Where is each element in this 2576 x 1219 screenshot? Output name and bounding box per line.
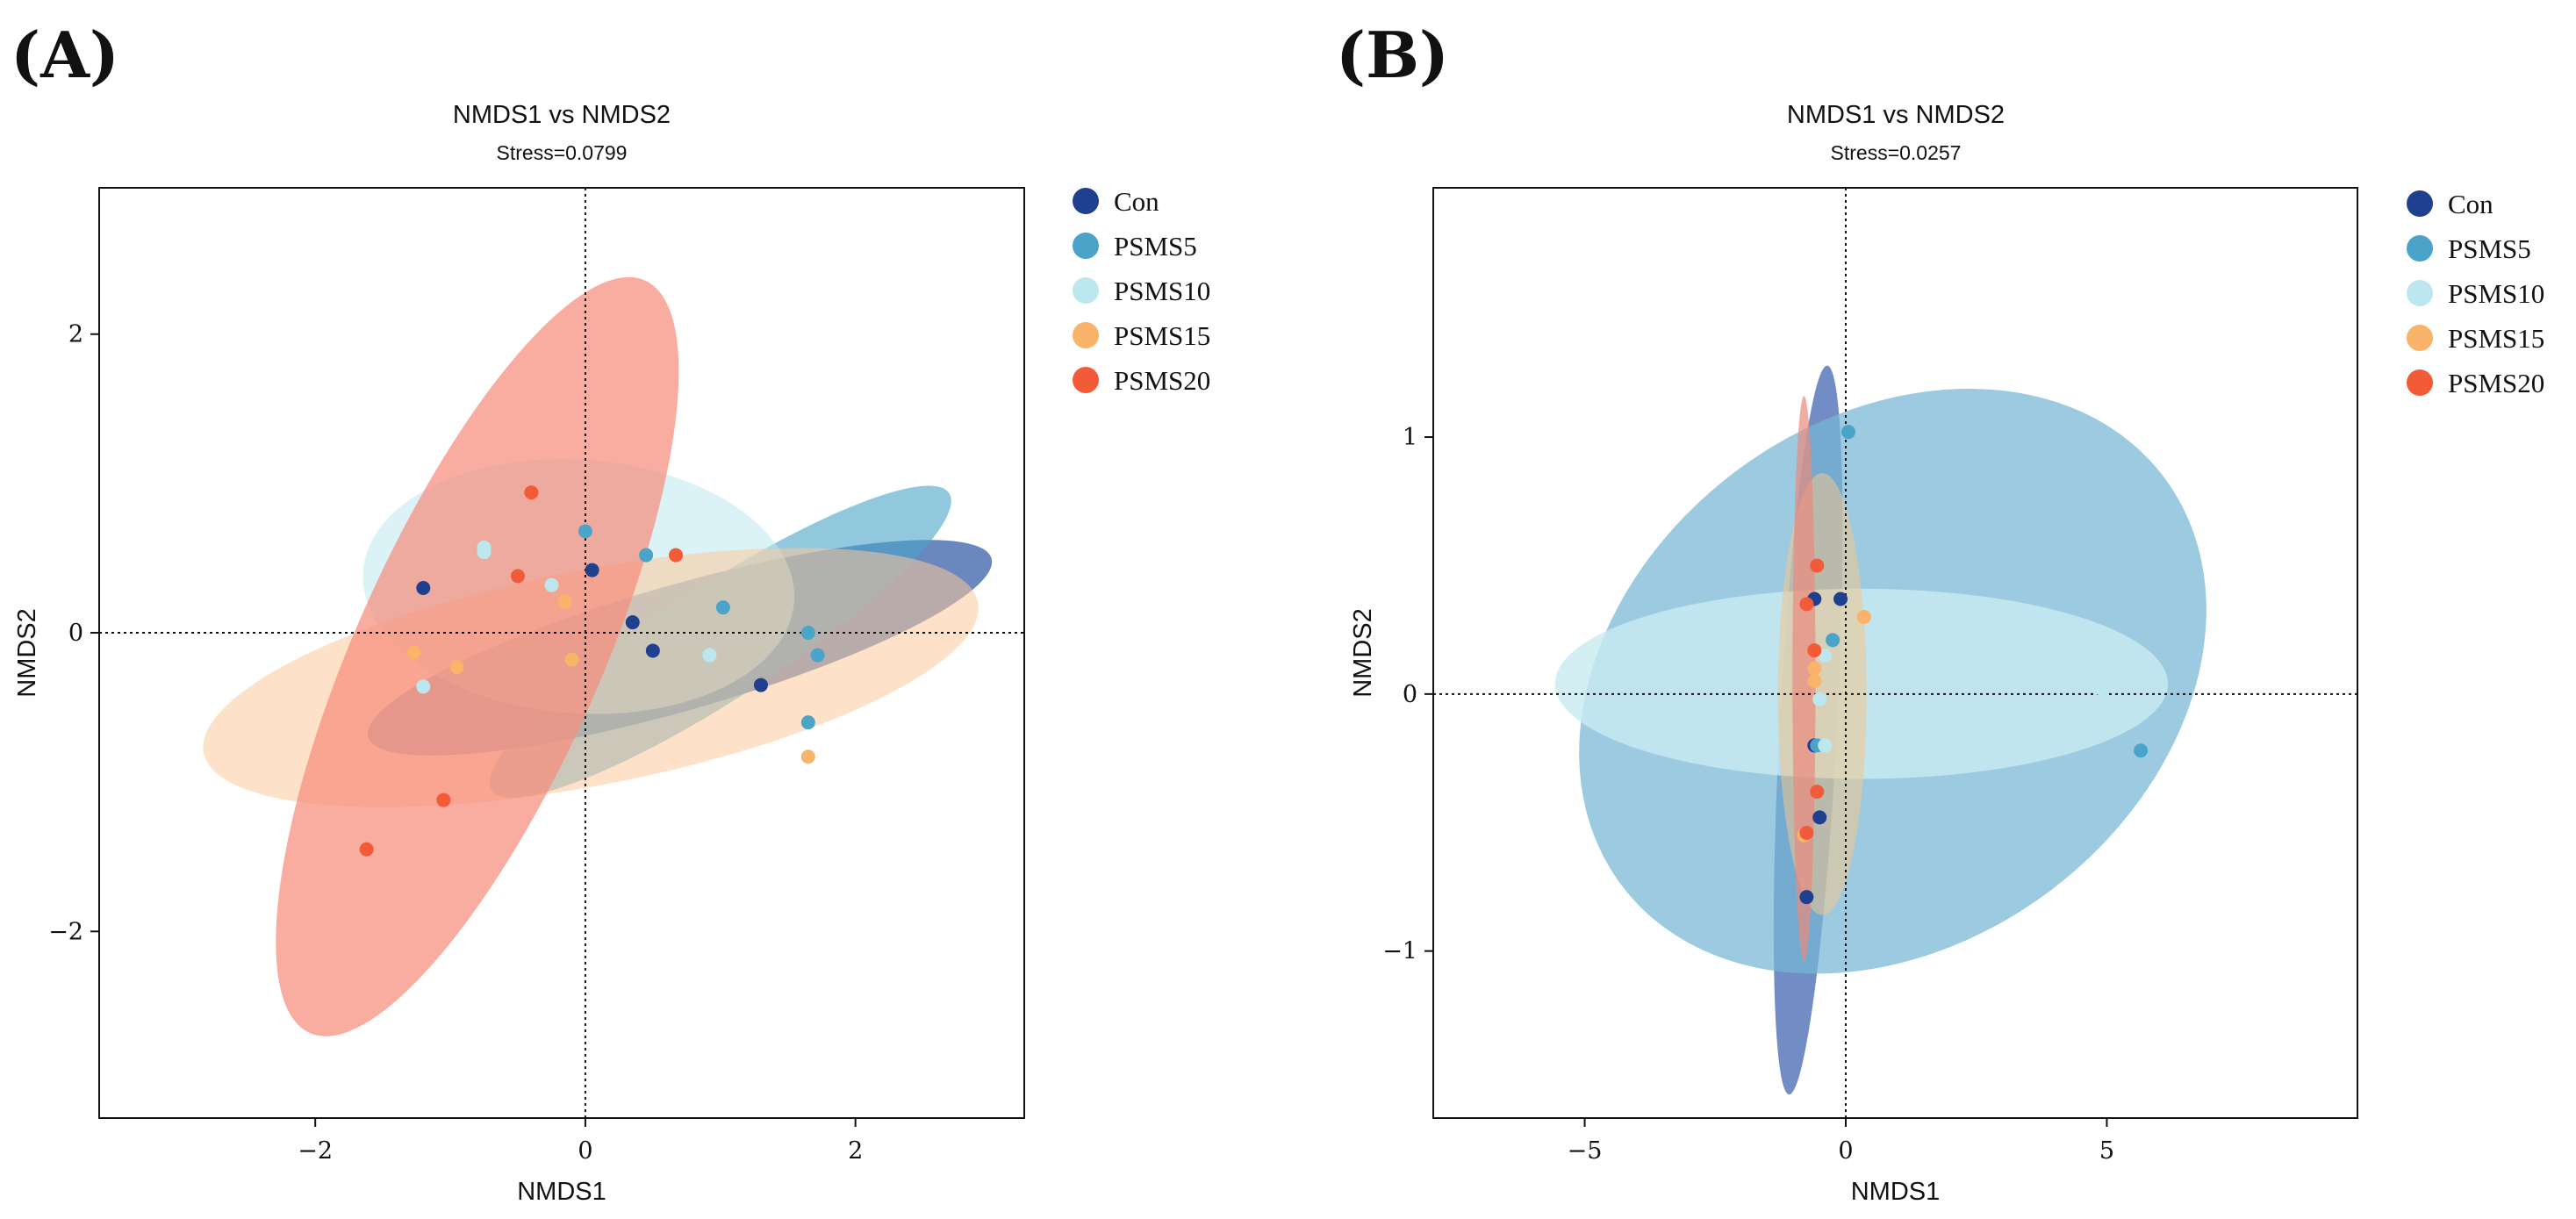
- stress-label: Stress=0.0799: [497, 141, 628, 164]
- x-axis-label: NMDS1: [517, 1178, 606, 1206]
- point-psms20: [510, 569, 525, 584]
- point-psms10: [477, 545, 492, 560]
- x-tick-label: 5: [2099, 1137, 2114, 1165]
- legend-marker-con: [2407, 190, 2433, 217]
- legend-marker-psms20: [2407, 369, 2433, 396]
- point-psms10: [416, 679, 431, 694]
- nmds-panel-a: NMDS1 vs NMDS2 Stress=0.0799 −2 0 2 −2 0 2 NMDS1…: [13, 101, 1210, 1206]
- point-psms15: [406, 645, 421, 660]
- legend-marker-psms15: [1073, 322, 1099, 348]
- y-tick-label: 0: [1403, 681, 1417, 708]
- point-psms10: [1818, 738, 1833, 753]
- nmds-panel-b: NMDS1 vs NMDS2 Stress=0.0257 −5 0 5 −1 0 1 NMDS1…: [1349, 101, 2544, 1206]
- chart-title: NMDS1 vs NMDS2: [1787, 101, 2005, 129]
- point-psms15: [564, 652, 579, 667]
- panel-label-b: (B): [1336, 18, 1449, 92]
- point-con: [1833, 592, 1848, 606]
- legend-marker-psms10: [2407, 280, 2433, 306]
- legend-label-psms15: PSMS15: [2448, 323, 2544, 354]
- point-psms5: [810, 648, 825, 663]
- point-psms15: [557, 594, 572, 609]
- point-con: [1812, 810, 1827, 825]
- legend-marker-psms15: [2407, 325, 2433, 351]
- legend-label-psms10: PSMS10: [1114, 276, 1210, 306]
- point-psms20: [359, 842, 374, 857]
- legend-marker-psms20: [1073, 367, 1099, 393]
- ellipse-psms20: [1792, 396, 1816, 962]
- point-psms5: [578, 524, 592, 539]
- plot-area: [99, 188, 1024, 1118]
- plot-area: [1433, 188, 2357, 1118]
- point-psms10: [702, 648, 717, 663]
- point-psms20: [1799, 597, 1814, 612]
- point-psms15: [1807, 661, 1822, 676]
- x-tick-label: −5: [1568, 1137, 1603, 1165]
- point-psms10: [1812, 692, 1827, 706]
- point-psms20: [1807, 643, 1822, 658]
- legend-label-psms20: PSMS20: [2448, 368, 2544, 398]
- y-tick-label: 1: [1403, 424, 1417, 451]
- point-con: [753, 678, 768, 692]
- y-tick-label: −1: [1382, 938, 1417, 965]
- point-psms15: [449, 660, 464, 675]
- stress-label: Stress=0.0257: [1831, 141, 1962, 164]
- point-con: [625, 615, 640, 630]
- point-psms20: [524, 485, 539, 500]
- legend-marker-con: [1073, 188, 1099, 214]
- y-tick-label: 0: [68, 620, 83, 647]
- x-tick-label: −2: [298, 1137, 333, 1165]
- point-psms20: [1810, 558, 1825, 573]
- legend-label-psms15: PSMS15: [1114, 320, 1210, 351]
- panel-label-a: (A): [11, 18, 119, 92]
- point-psms15: [800, 749, 815, 764]
- point-psms20: [1810, 785, 1825, 800]
- x-tick-label: 2: [848, 1137, 863, 1165]
- point-psms20: [436, 792, 451, 807]
- point-psms10: [1818, 648, 1833, 663]
- plot-frame: [98, 187, 1025, 1119]
- y-axis-label: NMDS2: [1349, 608, 1377, 698]
- y-tick-label: 2: [68, 321, 83, 348]
- point-con: [416, 580, 431, 595]
- x-tick-label: 0: [1838, 1137, 1853, 1165]
- chart-title: NMDS1 vs NMDS2: [453, 101, 671, 129]
- point-psms15: [1856, 610, 1871, 625]
- point-psms5: [1841, 425, 1855, 440]
- x-axis-label: NMDS1: [1851, 1178, 1941, 1206]
- point-con: [585, 563, 599, 577]
- point-psms10: [2094, 681, 2109, 696]
- legend-marker-psms5: [1073, 233, 1099, 259]
- point-psms10: [544, 577, 559, 592]
- legend-label-con: Con: [2448, 189, 2493, 219]
- point-psms20: [1799, 825, 1814, 840]
- x-tick-label: 0: [578, 1137, 592, 1165]
- legend-label-psms5: PSMS5: [1114, 231, 1197, 262]
- point-psms20: [669, 548, 684, 563]
- y-tick-label: −2: [48, 918, 83, 945]
- point-psms5: [1826, 633, 1841, 648]
- point-con: [645, 643, 660, 658]
- legend: Con PSMS5 PSMS10 PSMS15 PSMS20: [2407, 189, 2544, 398]
- legend-label-psms5: PSMS5: [2448, 233, 2531, 264]
- point-psms5: [800, 626, 815, 641]
- plot-frame: [1432, 187, 2358, 1119]
- point-psms5: [800, 715, 815, 730]
- point-con: [1799, 890, 1814, 905]
- legend-label-psms10: PSMS10: [2448, 278, 2544, 309]
- ellipse-psms20: [276, 276, 679, 1036]
- legend-label-psms20: PSMS20: [1114, 365, 1210, 396]
- point-psms5: [2134, 743, 2149, 758]
- point-psms15: [1807, 674, 1822, 689]
- legend-label-con: Con: [1114, 186, 1159, 217]
- legend-marker-psms5: [2407, 235, 2433, 262]
- point-psms5: [715, 600, 730, 615]
- legend-marker-psms10: [1073, 277, 1099, 304]
- point-psms5: [639, 548, 654, 563]
- legend: Con PSMS5 PSMS10 PSMS15 PSMS20: [1073, 186, 1210, 396]
- y-axis-label: NMDS2: [13, 608, 41, 698]
